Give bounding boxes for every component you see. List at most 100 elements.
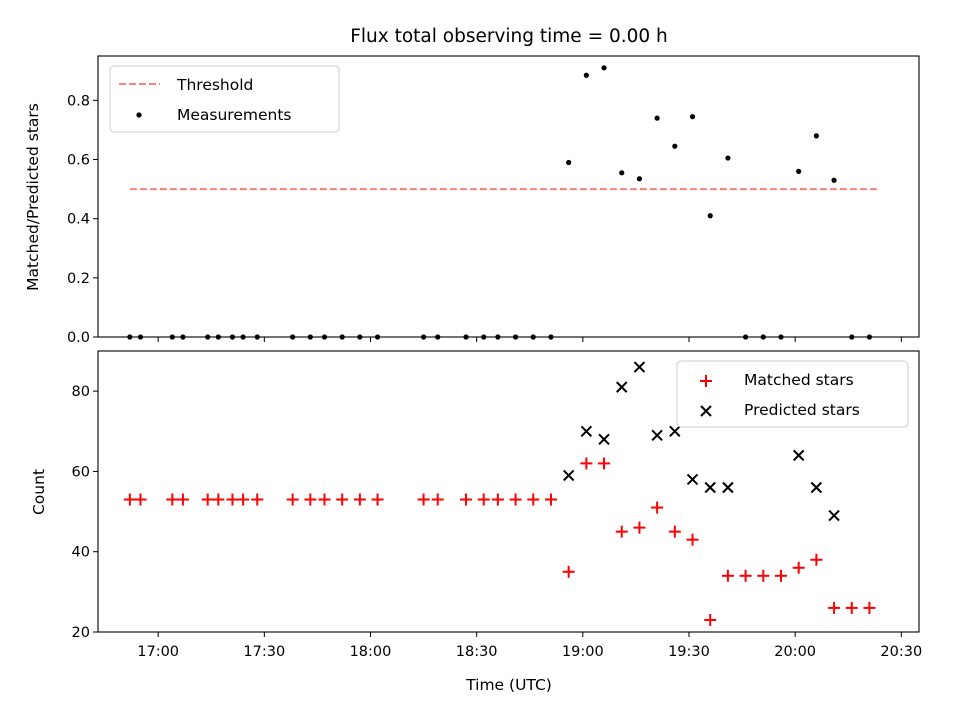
predicted-star-point-b — [616, 381, 628, 393]
top-legend: Threshold Measurements — [109, 65, 340, 133]
measurement-point — [601, 65, 607, 71]
bottom-x-tick-label: 20:30 — [880, 644, 922, 660]
predicted-star-point — [810, 481, 823, 494]
predicted-star-point-b — [828, 509, 840, 522]
matched-legend-label: Matched stars — [744, 371, 854, 389]
measurements-legend-label: Measurements — [177, 106, 292, 124]
matched-star-point — [251, 493, 264, 506]
top-x-axis — [157, 337, 902, 342]
predicted-star-point-b — [633, 361, 646, 373]
measurement-point — [707, 213, 713, 219]
matched-star-point — [615, 525, 628, 538]
top-plot-area — [127, 65, 881, 340]
matched-star-point — [371, 493, 384, 506]
matched-star-point — [176, 493, 189, 506]
predicted-legend-label: Predicted stars — [744, 401, 860, 419]
chart-title: Flux total observing time = 0.00 h — [350, 26, 668, 47]
bottom-x-tick-label: 17:30 — [243, 644, 285, 660]
bottom-y-axis: 20 40 60 80 — [72, 384, 98, 641]
measurements-legend-marker — [136, 112, 142, 118]
top-panel: Flux total observing time = 0.00 h Match… — [24, 26, 920, 346]
predicted-star-point-b — [580, 425, 593, 437]
matched-star-point — [739, 569, 752, 582]
matched-star-point — [123, 493, 136, 506]
bottom-panel: Count Time (UTC) 20 40 60 80 17:00 17:30 18:0… — [30, 350, 922, 694]
matched-star-point — [509, 493, 522, 506]
matched-star-point — [201, 493, 214, 506]
matched-star-point — [353, 493, 366, 506]
predicted-star-point-b — [810, 481, 823, 494]
top-y-tick-label: 0.8 — [67, 93, 90, 109]
matched-star-point — [633, 521, 646, 534]
measurement-point — [689, 114, 696, 120]
matched-star-point — [651, 501, 664, 514]
matched-star-point — [544, 493, 557, 506]
predicted-star-point-b — [686, 473, 699, 486]
predicted-star-point-b — [651, 429, 663, 442]
bottom-axes-frame — [97, 350, 920, 633]
predicted-star-point — [704, 481, 716, 494]
measurement-point — [654, 115, 660, 121]
top-y-tick-label: 0.2 — [67, 271, 90, 287]
measurement-point — [566, 159, 572, 166]
x-axis-label: Time (UTC) — [465, 676, 552, 694]
bottom-x-tick-label: 19:00 — [562, 644, 604, 660]
bottom-x-tick-label: 19:30 — [668, 644, 710, 660]
measurement-point — [672, 143, 678, 149]
measurement-point — [831, 177, 837, 183]
bottom-x-tick-label: 18:00 — [350, 644, 392, 660]
predicted-star-point-b — [669, 425, 681, 437]
measurement-point — [636, 176, 643, 182]
measurement-point — [619, 170, 625, 176]
bottom-y-axis-label: Count — [30, 469, 48, 515]
matched-star-point — [757, 569, 770, 582]
matched-star-point — [721, 569, 734, 582]
top-y-axis-label: Matched/Predicted stars — [24, 103, 42, 291]
bottom-x-tick-label: 20:00 — [774, 644, 816, 660]
bottom-y-tick-label: 40 — [72, 545, 90, 561]
predicted-star-point — [598, 433, 610, 446]
bottom-y-tick-label: 20 — [72, 625, 90, 641]
matched-star-point — [704, 613, 717, 626]
predicted-star-point — [722, 481, 734, 494]
bottom-plot-area — [123, 361, 876, 626]
predicted-star-point — [633, 361, 646, 373]
bottom-x-tick-label: 17:00 — [137, 644, 179, 660]
matched-star-point — [863, 601, 876, 614]
matched-star-point — [668, 525, 681, 538]
predicted-star-point-b — [598, 433, 610, 446]
matched-star-point — [828, 601, 841, 614]
top-y-tick-label: 0.4 — [67, 212, 90, 228]
matched-star-point — [336, 493, 349, 506]
predicted-star-point-b — [562, 469, 575, 482]
matched-star-point — [304, 493, 317, 506]
predicted-star-point — [651, 429, 663, 442]
top-legend-box — [109, 65, 340, 133]
matched-star-point — [562, 565, 575, 578]
measurement-point — [813, 133, 819, 139]
matched-star-point — [580, 457, 593, 470]
top-y-axis: 0.0 0.2 0.4 0.6 0.8 — [67, 93, 98, 346]
matched-star-point — [286, 493, 299, 506]
predicted-star-point — [669, 425, 681, 437]
bottom-x-tick-label: 18:30 — [456, 644, 498, 660]
matched-star-point — [845, 601, 858, 614]
matched-star-point — [417, 493, 430, 506]
predicted-star-point — [580, 425, 593, 437]
measurement-point — [583, 72, 589, 78]
measurement-point — [725, 155, 731, 161]
matched-star-point — [226, 493, 239, 506]
matched-legend-marker — [700, 375, 712, 387]
bottom-y-tick-label: 60 — [72, 464, 90, 480]
matched-star-point — [792, 561, 805, 574]
matched-star-point — [527, 493, 540, 506]
measurement-point — [796, 168, 802, 174]
threshold-legend-label: Threshold — [176, 76, 253, 94]
bottom-legend: Matched stars Predicted stars — [676, 360, 909, 428]
predicted-star-point — [686, 473, 699, 486]
matched-star-point — [686, 533, 699, 546]
predicted-star-point — [562, 469, 575, 482]
matched-star-point — [318, 493, 331, 506]
matched-star-point — [237, 493, 250, 506]
